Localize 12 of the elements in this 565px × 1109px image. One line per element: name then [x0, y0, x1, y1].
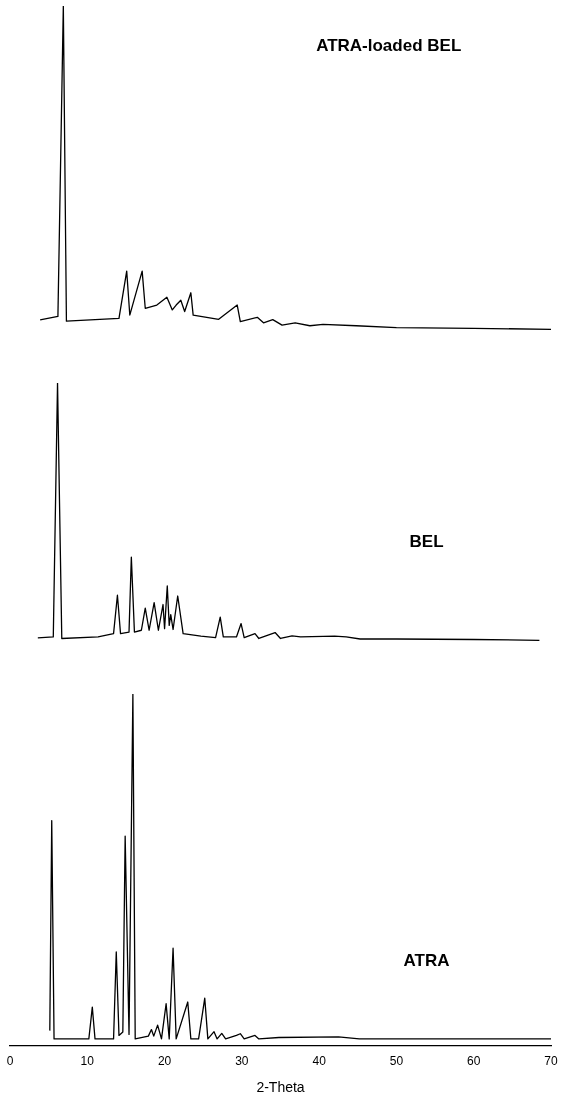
text: ATRA	[403, 951, 450, 971]
x-tick-label: 0	[6, 1054, 14, 1069]
text: BEL	[409, 531, 444, 551]
x-tick-label: 40	[312, 1054, 327, 1069]
x-tick-label: 30	[235, 1054, 249, 1069]
text: ATRA-loaded BEL	[316, 35, 462, 55]
x-tick-label: 60	[467, 1054, 481, 1069]
x-tick-label: 10	[80, 1054, 95, 1069]
x-axis-title: 2-Theta	[256, 1079, 305, 1096]
x-tick-label: 50	[389, 1054, 404, 1069]
x-tick-label: 20	[157, 1054, 172, 1069]
x-tick-label: 70	[544, 1054, 558, 1069]
